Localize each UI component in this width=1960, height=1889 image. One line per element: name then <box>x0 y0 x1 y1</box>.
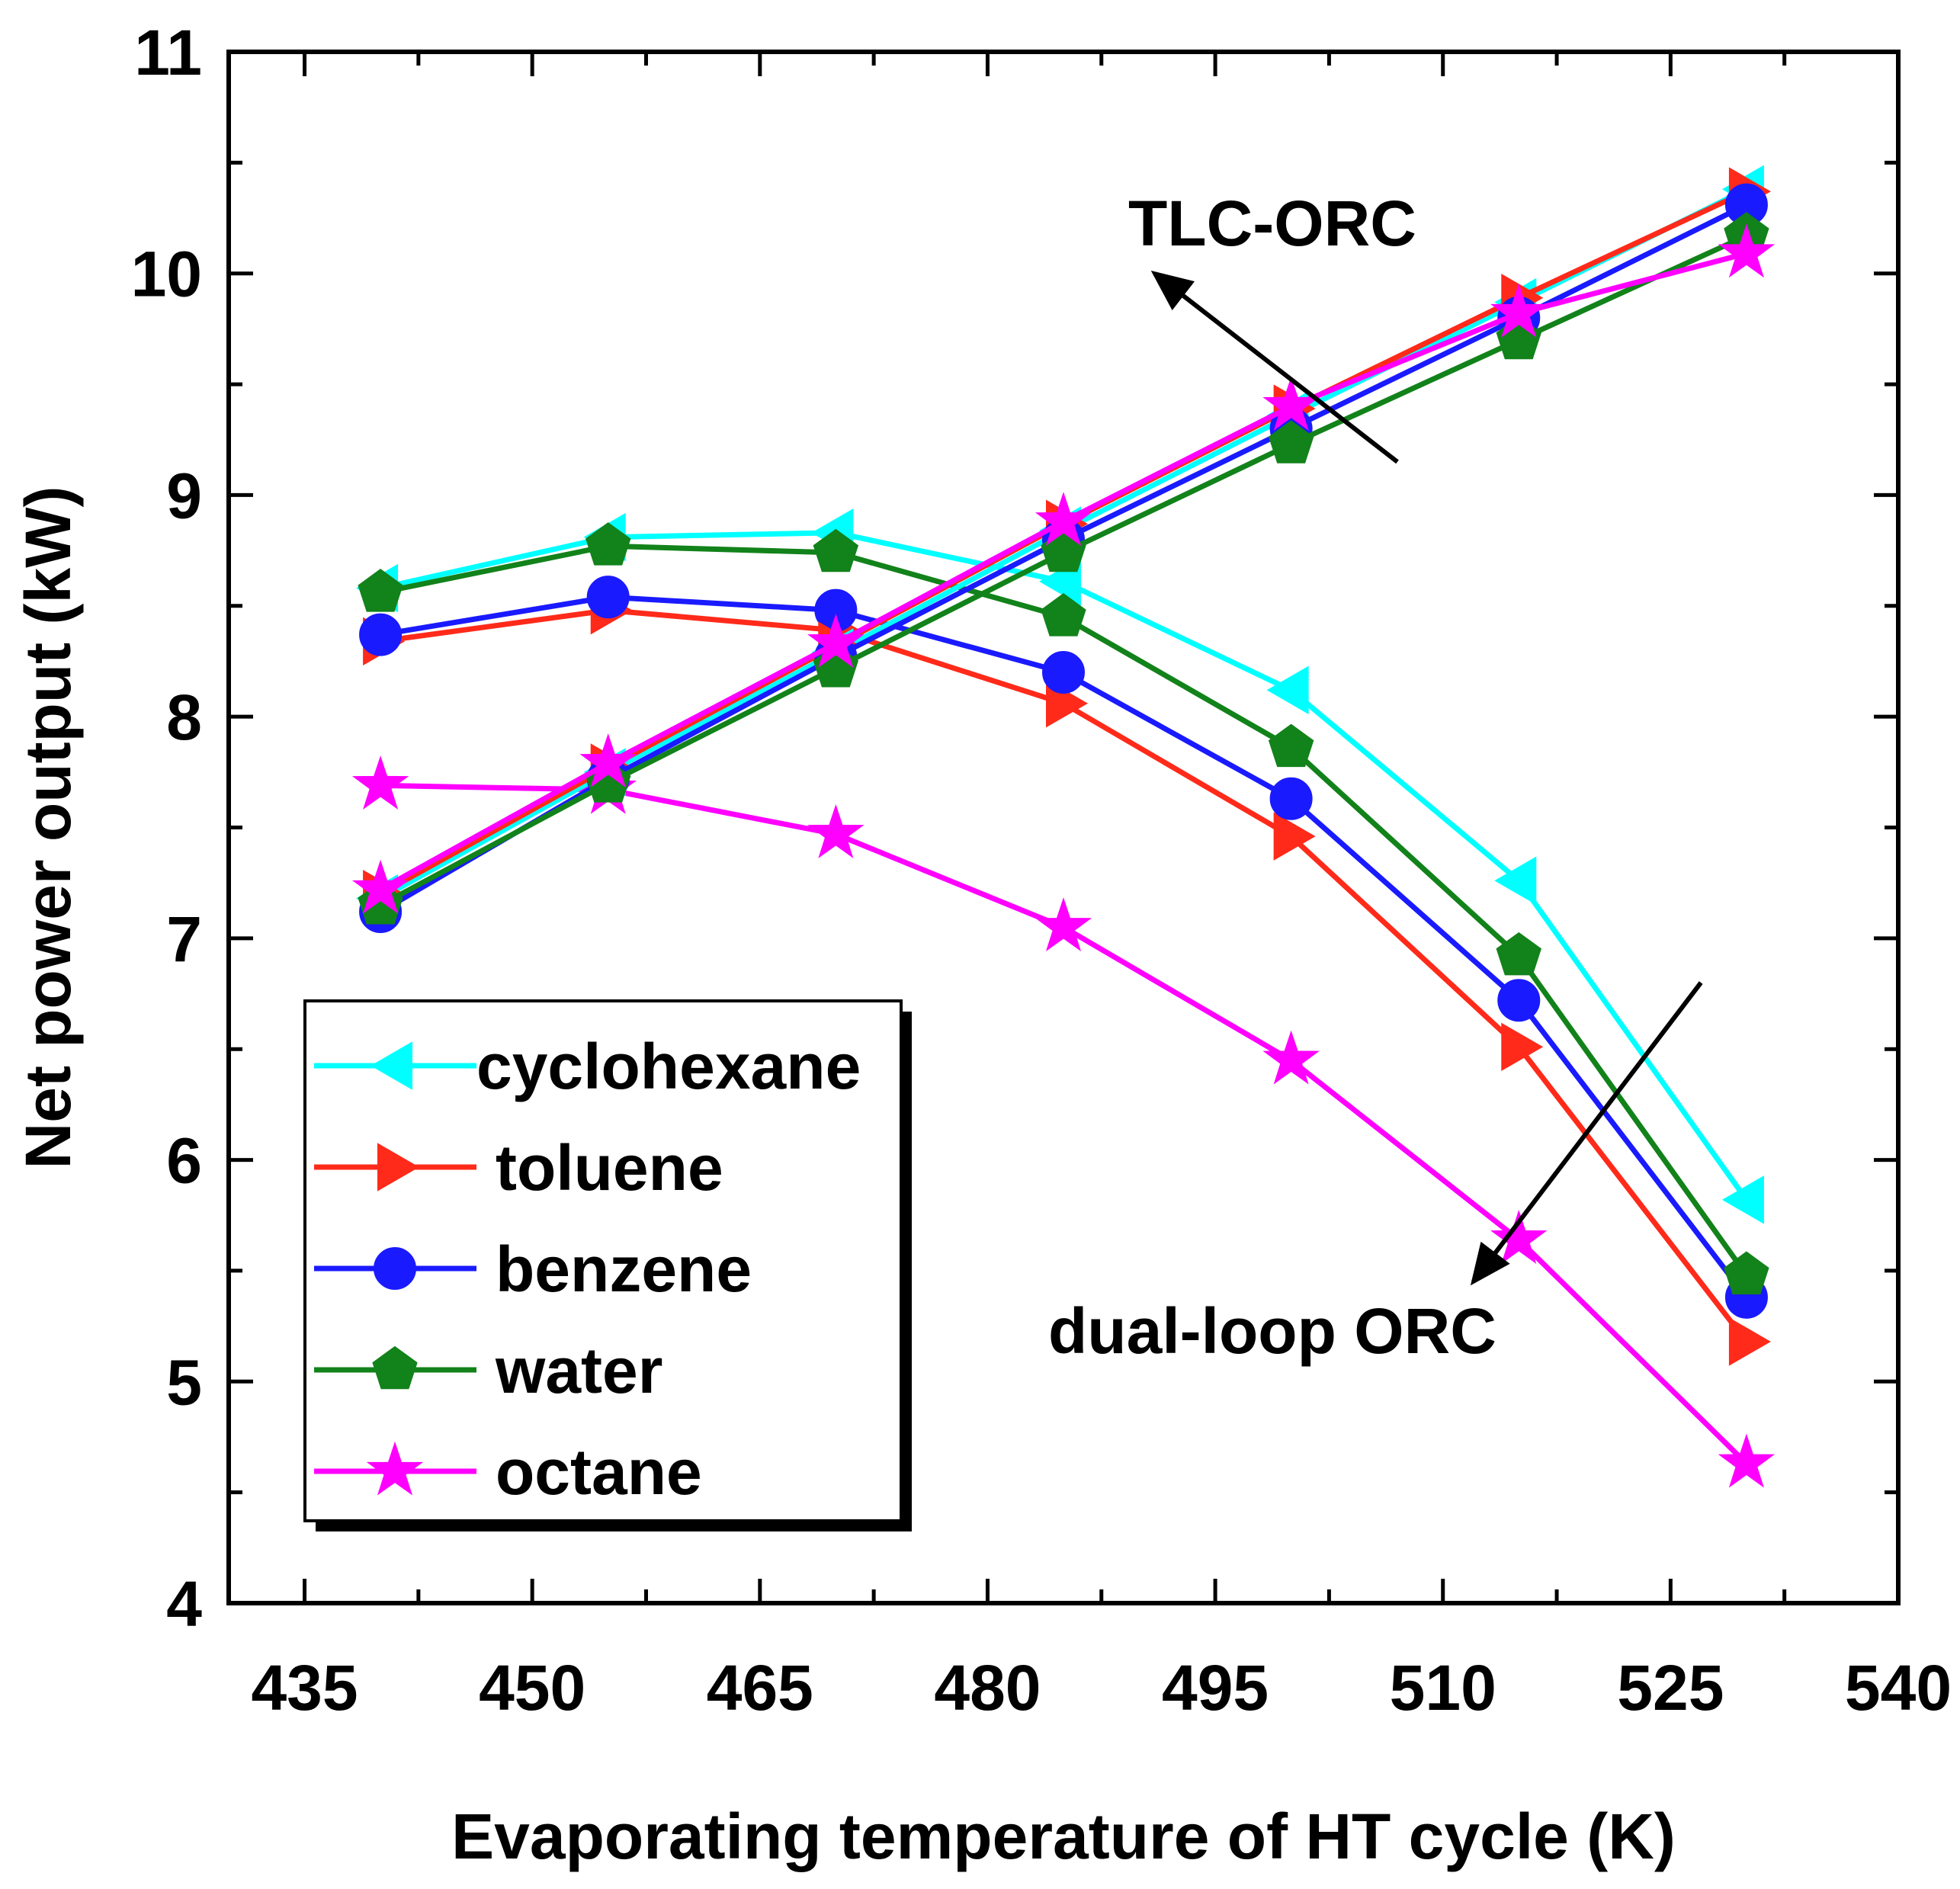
data-point-octane-tlc-orc <box>807 614 865 668</box>
data-point-water-dual-loop-orc <box>813 528 859 572</box>
data-point-water-dual-loop-orc <box>1724 1251 1769 1294</box>
legend-label: water <box>495 1335 662 1406</box>
y-tick-label: 5 <box>166 1346 202 1418</box>
data-point-octane-dual-loop-orc <box>807 804 865 858</box>
legend-label: cyclohexane <box>476 1031 861 1102</box>
x-tick-label: 465 <box>707 1652 813 1724</box>
legend-item-cyclohexane: cyclohexane <box>314 1031 861 1102</box>
annotation-label: dual-loop ORC <box>1048 1295 1496 1367</box>
data-point-water-dual-loop-orc <box>585 522 631 566</box>
legend-marker <box>377 1143 420 1191</box>
y-tick-label: 4 <box>166 1568 202 1640</box>
y-tick-label: 9 <box>166 460 202 531</box>
data-point-cyclohexane-dual-loop-orc <box>1266 665 1309 714</box>
data-point-octane-tlc-orc <box>1035 492 1092 546</box>
data-point-benzene-dual-loop-orc <box>1497 979 1541 1022</box>
data-point-octane-tlc-orc <box>1262 376 1320 431</box>
data-point-toluene-dual-loop-orc <box>1501 1022 1544 1072</box>
legend-item-toluene: toluene <box>314 1132 723 1204</box>
data-point-octane-tlc-orc <box>351 859 409 914</box>
y-tick-label: 10 <box>131 239 202 310</box>
x-tick-label: 450 <box>479 1652 585 1724</box>
data-point-water-tlc-orc <box>1268 420 1314 463</box>
legend-label: toluene <box>496 1132 723 1204</box>
series-water-dual-loop-orc <box>358 522 1769 1294</box>
annotation-label: TLC-ORC <box>1128 188 1416 259</box>
data-point-toluene-dual-loop-orc <box>1273 812 1316 861</box>
legend-item-octane: octane <box>314 1436 702 1508</box>
data-point-octane-dual-loop-orc <box>351 755 409 810</box>
data-point-water-dual-loop-orc <box>1496 932 1541 976</box>
legend-marker <box>370 1041 412 1090</box>
legend-item-water: water <box>314 1335 662 1406</box>
data-point-octane-dual-loop-orc <box>1490 1210 1548 1264</box>
legend-label: octane <box>496 1436 702 1508</box>
x-axis-title: Evaporating temperature of HT cycle (K) <box>451 1801 1676 1872</box>
x-tick-label: 435 <box>251 1652 358 1724</box>
legend-marker <box>374 1247 416 1290</box>
annotation-arrow <box>1150 271 1399 464</box>
x-tick-label: 540 <box>1845 1652 1952 1724</box>
data-point-water-dual-loop-orc <box>358 569 403 612</box>
data-point-octane-dual-loop-orc <box>1262 1030 1320 1085</box>
legend-label: benzene <box>496 1233 752 1305</box>
data-point-octane-tlc-orc <box>1490 283 1548 338</box>
series-benzene-dual-loop-orc <box>359 576 1768 1319</box>
data-point-water-dual-loop-orc <box>1268 723 1314 768</box>
y-tick-label: 8 <box>166 682 202 753</box>
x-tick-label: 510 <box>1390 1652 1496 1724</box>
data-point-octane-tlc-orc <box>579 733 637 787</box>
data-point-cyclohexane-dual-loop-orc <box>1494 856 1537 906</box>
data-point-octane-dual-loop-orc <box>1035 897 1092 951</box>
annotation-arrow <box>1470 981 1703 1286</box>
y-tick-label: 7 <box>166 903 202 975</box>
data-point-octane-tlc-orc <box>1718 223 1776 278</box>
x-tick-label: 495 <box>1162 1652 1269 1724</box>
series-octane-tlc-orc <box>351 223 1776 914</box>
y-tick-label: 11 <box>134 17 202 88</box>
data-point-benzene-dual-loop-orc <box>586 576 630 619</box>
legend-marker <box>372 1345 418 1390</box>
x-tick-label: 525 <box>1617 1652 1724 1724</box>
data-point-cyclohexane-dual-loop-orc <box>1721 1175 1764 1224</box>
y-axis-title: Net power output (kW) <box>12 486 84 1169</box>
legend-marker <box>366 1441 424 1496</box>
data-point-toluene-dual-loop-orc <box>1728 1317 1771 1366</box>
x-tick-label: 480 <box>934 1652 1041 1724</box>
data-point-benzene-dual-loop-orc <box>1042 651 1085 694</box>
data-point-octane-dual-loop-orc <box>1718 1433 1776 1488</box>
data-point-benzene-dual-loop-orc <box>1269 777 1313 820</box>
data-point-water-dual-loop-orc <box>1041 593 1086 637</box>
y-tick-label: 6 <box>166 1125 202 1197</box>
data-point-benzene-dual-loop-orc <box>359 613 403 656</box>
legend-item-benzene: benzene <box>314 1233 752 1305</box>
